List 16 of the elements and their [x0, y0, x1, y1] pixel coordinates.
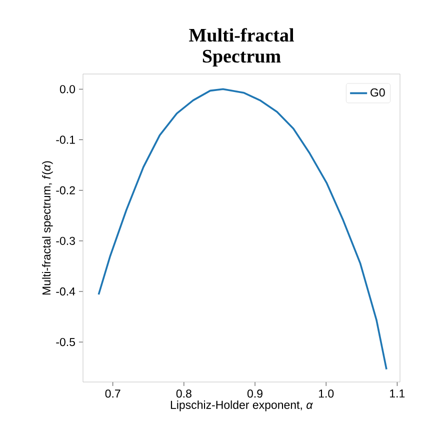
legend-label: G0: [370, 88, 385, 97]
y-tick-label: -0.4: [56, 287, 76, 296]
y-tick-label: 0.0: [60, 85, 76, 94]
x-tick-label: 0.7: [105, 390, 120, 398]
y-tick-label: -0.2: [56, 186, 75, 194]
y-axis-title: Multi-fractal spectrum, f(α): [42, 161, 53, 295]
chart-title: Multi-fractal Spectrum: [189, 28, 294, 66]
y-tick-label: -0.1: [56, 136, 75, 144]
x-tick-label: 0.9: [247, 390, 262, 398]
y-tick-label: -0.5: [56, 338, 75, 346]
x-axis-title: Lipschiz-Holder exponent, α: [170, 400, 313, 412]
y-tick-label: -0.3: [56, 236, 75, 245]
x-tick-label: 1.1: [390, 390, 405, 398]
x-tick-label: 1.0: [318, 390, 334, 398]
x-tick-label: 0.8: [176, 390, 192, 398]
line-series: [98, 88, 388, 370]
